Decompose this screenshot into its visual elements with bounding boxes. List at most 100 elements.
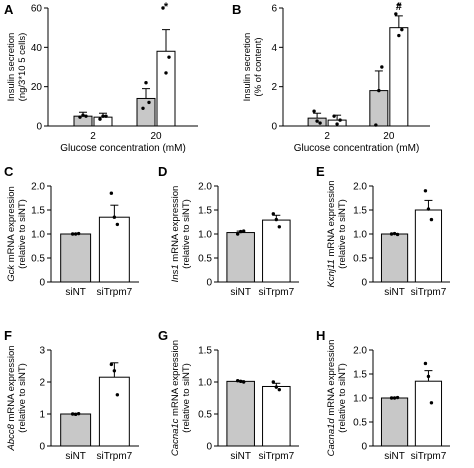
y-axis-title: Kcnj11 mRNA expression(relative to siNT) bbox=[326, 180, 348, 287]
data-point bbox=[101, 114, 105, 118]
data-point bbox=[235, 232, 240, 236]
y-tick-label: 0.5 bbox=[353, 418, 367, 429]
data-point bbox=[164, 71, 168, 75]
data-point bbox=[315, 119, 319, 123]
panel-d: D 0 0.5 1.0 1.5 2.0 siNT siTrpm7 Ins1 mRNA expre… bbox=[158, 164, 299, 298]
y-tick-label: 40 bbox=[31, 43, 43, 54]
x-tick-label: 2 bbox=[90, 131, 96, 142]
panel-c: C 0 0.5 1.0 1.5 2.0 siNT siTrpm7 Gck mRNA expres… bbox=[4, 164, 139, 298]
bar bbox=[98, 376, 130, 447]
data-point bbox=[318, 121, 322, 125]
y-tick-label: 2.0 bbox=[353, 346, 367, 357]
x-axis-title: Glucose concentration (mM) bbox=[294, 143, 420, 154]
data-point bbox=[392, 396, 397, 400]
bar bbox=[414, 209, 443, 283]
bar bbox=[60, 413, 92, 447]
y-tick-label: 20 bbox=[31, 82, 43, 93]
y-tick-label: 1 bbox=[39, 410, 45, 421]
data-point bbox=[429, 217, 434, 222]
y-tick-label: 2 bbox=[271, 82, 277, 93]
bar bbox=[226, 380, 255, 447]
y-axis-title-line2: (relative to siNT) bbox=[181, 199, 192, 269]
data-point bbox=[235, 379, 240, 383]
y-axis-title-line2: (relative to siNT) bbox=[337, 363, 348, 433]
bar bbox=[262, 219, 291, 283]
y-tick-label: 1.5 bbox=[353, 370, 367, 381]
y-axis-title-gene: Cacna1d bbox=[326, 418, 337, 457]
data-point bbox=[423, 189, 428, 193]
data-point bbox=[115, 393, 120, 397]
data-point bbox=[109, 362, 114, 367]
data-point bbox=[395, 232, 400, 237]
data-point bbox=[389, 396, 394, 400]
y-tick-label: 0 bbox=[39, 278, 45, 289]
panel-letter: C bbox=[4, 164, 14, 179]
data-point bbox=[112, 215, 117, 219]
bar bbox=[369, 90, 389, 127]
y-axis-title-rest: mRNA expression bbox=[326, 180, 337, 259]
y-axis-title-line2: (relative to siNT) bbox=[337, 199, 348, 269]
panel-letter: D bbox=[158, 164, 167, 179]
data-point bbox=[78, 115, 82, 119]
data-point bbox=[274, 217, 279, 222]
y-tick-label: 0.5 bbox=[198, 410, 212, 421]
x-tick-label: siTrpm7 bbox=[96, 451, 132, 462]
data-point bbox=[312, 109, 316, 113]
y-tick-label: 1.0 bbox=[31, 230, 45, 241]
y-tick-label: 0.5 bbox=[353, 254, 367, 265]
bar bbox=[98, 216, 130, 283]
data-point bbox=[277, 387, 282, 392]
panel-f: F 0 1 2 3 siNT siTrpm7 Abcc8 mRNA expression(re… bbox=[4, 328, 139, 462]
data-point bbox=[109, 191, 114, 195]
data-point bbox=[277, 225, 282, 229]
y-tick-label: 2.0 bbox=[353, 182, 367, 193]
y-axis-title-gene: Ins1 bbox=[170, 264, 181, 282]
y-axis-title-line: (% of content) bbox=[253, 37, 264, 96]
y-axis-title-line: Insulin secretion bbox=[242, 33, 253, 102]
panel-h: H 0 0.5 1.0 1.5 2.0 siNT siTrpm7 Cacna1d mRNA ex… bbox=[316, 328, 450, 462]
data-point bbox=[167, 55, 171, 59]
y-axis-title: Cacna1d mRNA expression(relative to siNT… bbox=[326, 340, 348, 457]
x-tick-label: siNT bbox=[384, 451, 405, 462]
panel-letter: H bbox=[316, 328, 325, 343]
y-tick-label: 0 bbox=[206, 442, 212, 453]
y-axis-title: Ins1 mRNA expression(relative to siNT) bbox=[170, 186, 192, 283]
data-point bbox=[112, 369, 117, 373]
panel-letter: F bbox=[4, 328, 12, 343]
y-axis-title-rest: mRNA expression bbox=[170, 340, 181, 419]
y-tick-label: 0 bbox=[361, 278, 367, 289]
data-point bbox=[161, 6, 165, 10]
y-axis-title-rest: mRNA expression bbox=[6, 186, 17, 265]
y-tick-label: 0 bbox=[36, 122, 42, 133]
significance-mark: # bbox=[396, 1, 402, 13]
y-tick-label: 3 bbox=[39, 346, 45, 357]
y-tick-label: 1.0 bbox=[198, 230, 212, 241]
data-point bbox=[147, 100, 151, 105]
bar bbox=[60, 233, 92, 283]
data-point bbox=[397, 33, 401, 38]
y-axis-title: Insulin secretion(ng/3*10 5 cells) bbox=[6, 33, 28, 102]
data-point bbox=[400, 27, 404, 32]
y-tick-label: 1.5 bbox=[198, 346, 212, 357]
x-tick-label: siNT bbox=[65, 287, 86, 298]
y-axis-title-rest: mRNA expression bbox=[6, 345, 17, 424]
bar bbox=[262, 385, 291, 447]
y-tick-label: 0 bbox=[206, 278, 212, 289]
data-point bbox=[271, 380, 276, 384]
x-tick-label: siTrpm7 bbox=[258, 287, 294, 298]
data-point bbox=[144, 81, 148, 85]
bar bbox=[414, 380, 443, 447]
data-point bbox=[76, 231, 81, 236]
y-axis-title-line2: (relative to siNT) bbox=[181, 363, 192, 433]
panel-letter: B bbox=[232, 2, 241, 17]
y-tick-label: 2 bbox=[39, 378, 45, 389]
bar bbox=[389, 27, 409, 127]
y-tick-label: 4 bbox=[271, 43, 277, 54]
data-point bbox=[274, 385, 279, 389]
y-tick-label: 1.0 bbox=[198, 378, 212, 389]
y-tick-label: 1.5 bbox=[198, 206, 212, 217]
x-tick-label: 20 bbox=[383, 131, 395, 142]
data-point bbox=[374, 123, 378, 127]
data-point bbox=[73, 232, 78, 236]
bar bbox=[226, 232, 255, 283]
